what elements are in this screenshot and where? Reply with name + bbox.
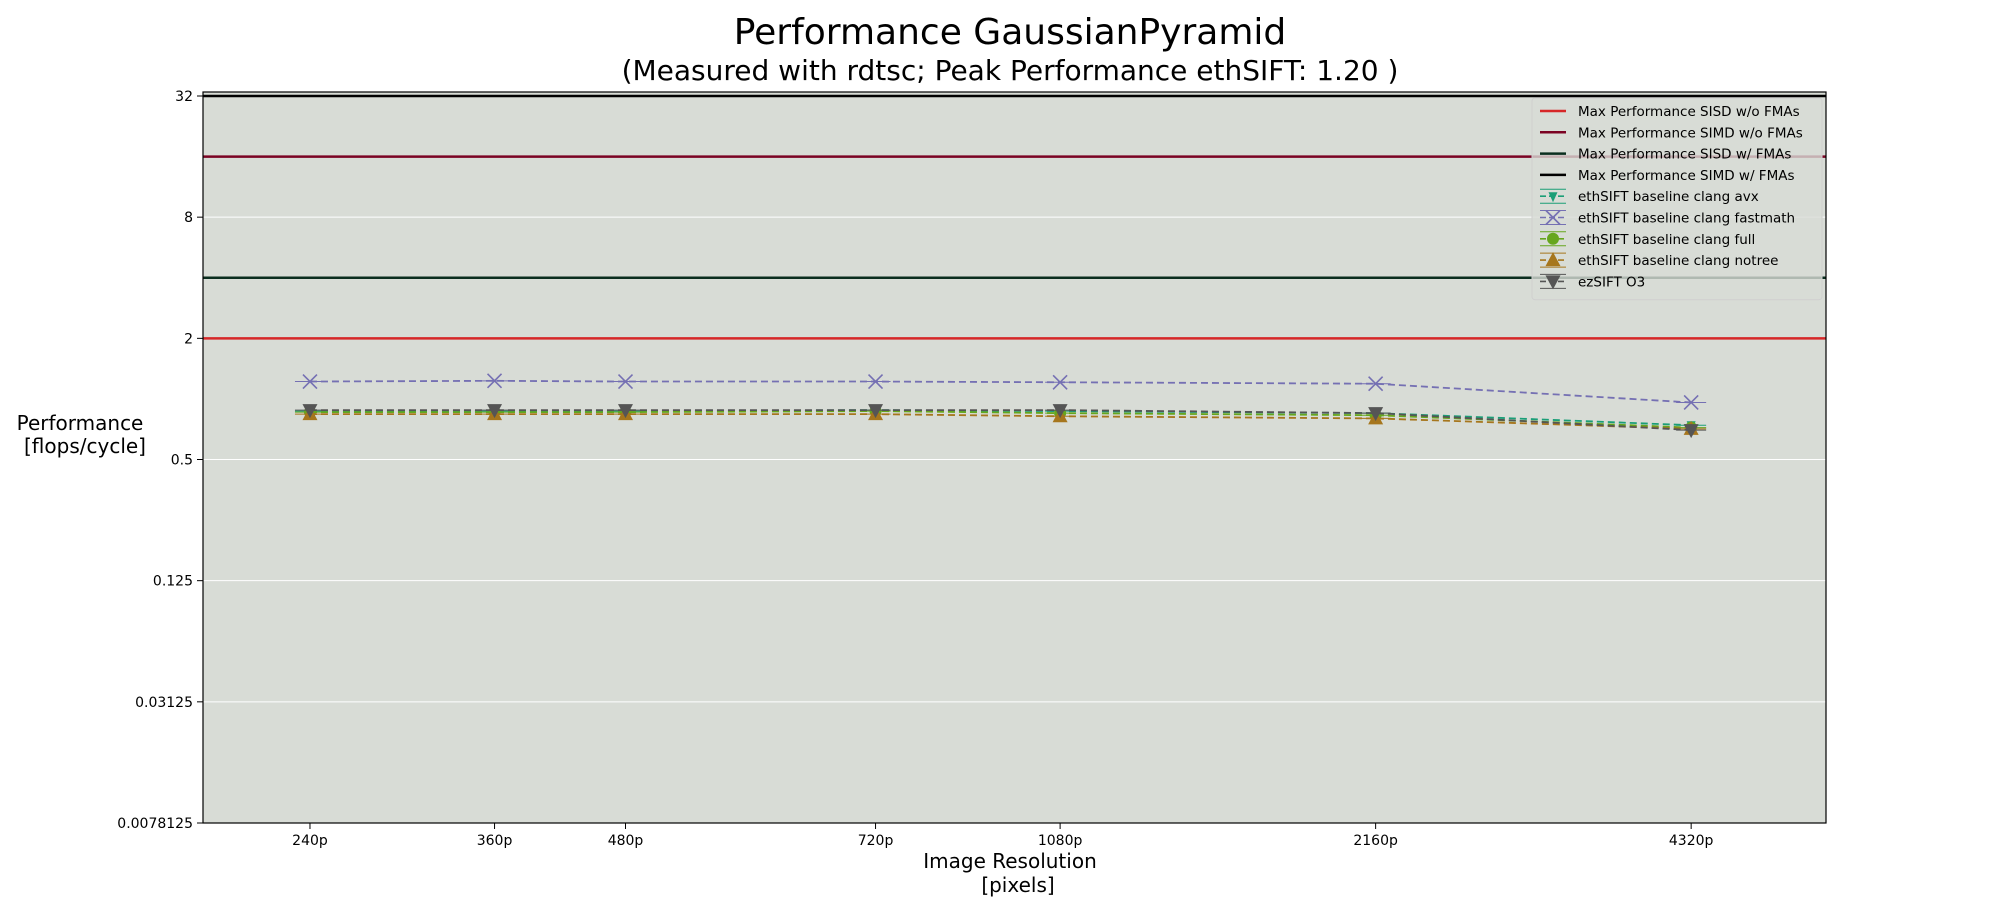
y-tick-label: 0.5 (171, 453, 193, 469)
legend-marker (1545, 275, 1561, 290)
legend-label: ethSIFT baseline clang full (1578, 232, 1755, 248)
data-point (1368, 407, 1384, 422)
x-axis-label-line1: Image Resolution (923, 849, 1097, 873)
legend-label: ezSIFT O3 (1578, 274, 1645, 290)
legend-label: ethSIFT baseline clang avx (1578, 189, 1759, 205)
legend-label: ethSIFT baseline clang fastmath (1578, 211, 1795, 227)
y-axis-ticks: 32 8 2 0.5 0.125 0.03125 0.0078125 (117, 89, 203, 832)
data-point (302, 373, 318, 390)
data-point (617, 404, 633, 419)
plot-frame (202, 91, 1827, 824)
legend-label: Max Performance SISD w/ FMAs (1578, 147, 1791, 163)
y-tick-label: 0.03125 (135, 695, 193, 711)
x-axis-label-line2: [pixels] (981, 873, 1054, 897)
data-point (1683, 394, 1699, 411)
data-point (486, 373, 503, 389)
x-tick-label: 480p (608, 833, 644, 849)
data-point (1683, 424, 1699, 439)
data-point (302, 404, 318, 419)
legend-label: Max Performance SIMD w/o FMAs (1578, 125, 1803, 141)
data-point (868, 404, 884, 419)
data-point (617, 373, 634, 390)
series-group (294, 373, 1707, 411)
y-tick-label: 0.125 (153, 574, 193, 590)
legend-marker (1548, 192, 1558, 203)
legend-label: Max Performance SISD w/o FMAs (1578, 104, 1800, 120)
series-group (294, 404, 1707, 439)
x-tick-label: 2160p (1353, 833, 1398, 849)
legend: Max Performance SISD w/o FMAs Max Perform… (1531, 97, 1823, 301)
x-tick-label: 1080p (1038, 833, 1083, 849)
data-point (1052, 404, 1068, 419)
x-axis-ticks: 240p 360p 480p 720p 1080p 2160p 4320p (292, 823, 1714, 849)
y-tick-label: 8 (184, 210, 193, 226)
chart-title: Performance GaussianPyramid (734, 12, 1287, 53)
data-point (487, 404, 503, 419)
x-tick-label: 360p (477, 833, 513, 849)
y-tick-label: 32 (175, 89, 193, 105)
legend-box (1531, 97, 1823, 301)
legend-marker (1547, 232, 1559, 245)
data-point (1368, 376, 1384, 392)
legend-marker (1545, 209, 1561, 226)
legend-label: ethSIFT baseline clang notree (1578, 253, 1778, 269)
x-tick-label: 240p (292, 833, 328, 849)
y-tick-label: 0.0078125 (117, 816, 193, 832)
legend-marker (1545, 252, 1561, 267)
chart-subtitle: (Measured with rdtsc; Peak Performance e… (622, 54, 1399, 87)
x-tick-label: 720p (858, 833, 894, 849)
y-axis-label-line2: [flops/cycle] (24, 434, 146, 458)
y-axis-label-line1: Performance (17, 411, 144, 435)
x-tick-label: 4320p (1669, 833, 1714, 849)
series-lines (294, 373, 1707, 439)
data-point (867, 373, 884, 390)
y-tick-label: 2 (184, 331, 193, 347)
data-point (1052, 374, 1068, 390)
legend-label: Max Performance SIMD w/ FMAs (1578, 168, 1795, 184)
